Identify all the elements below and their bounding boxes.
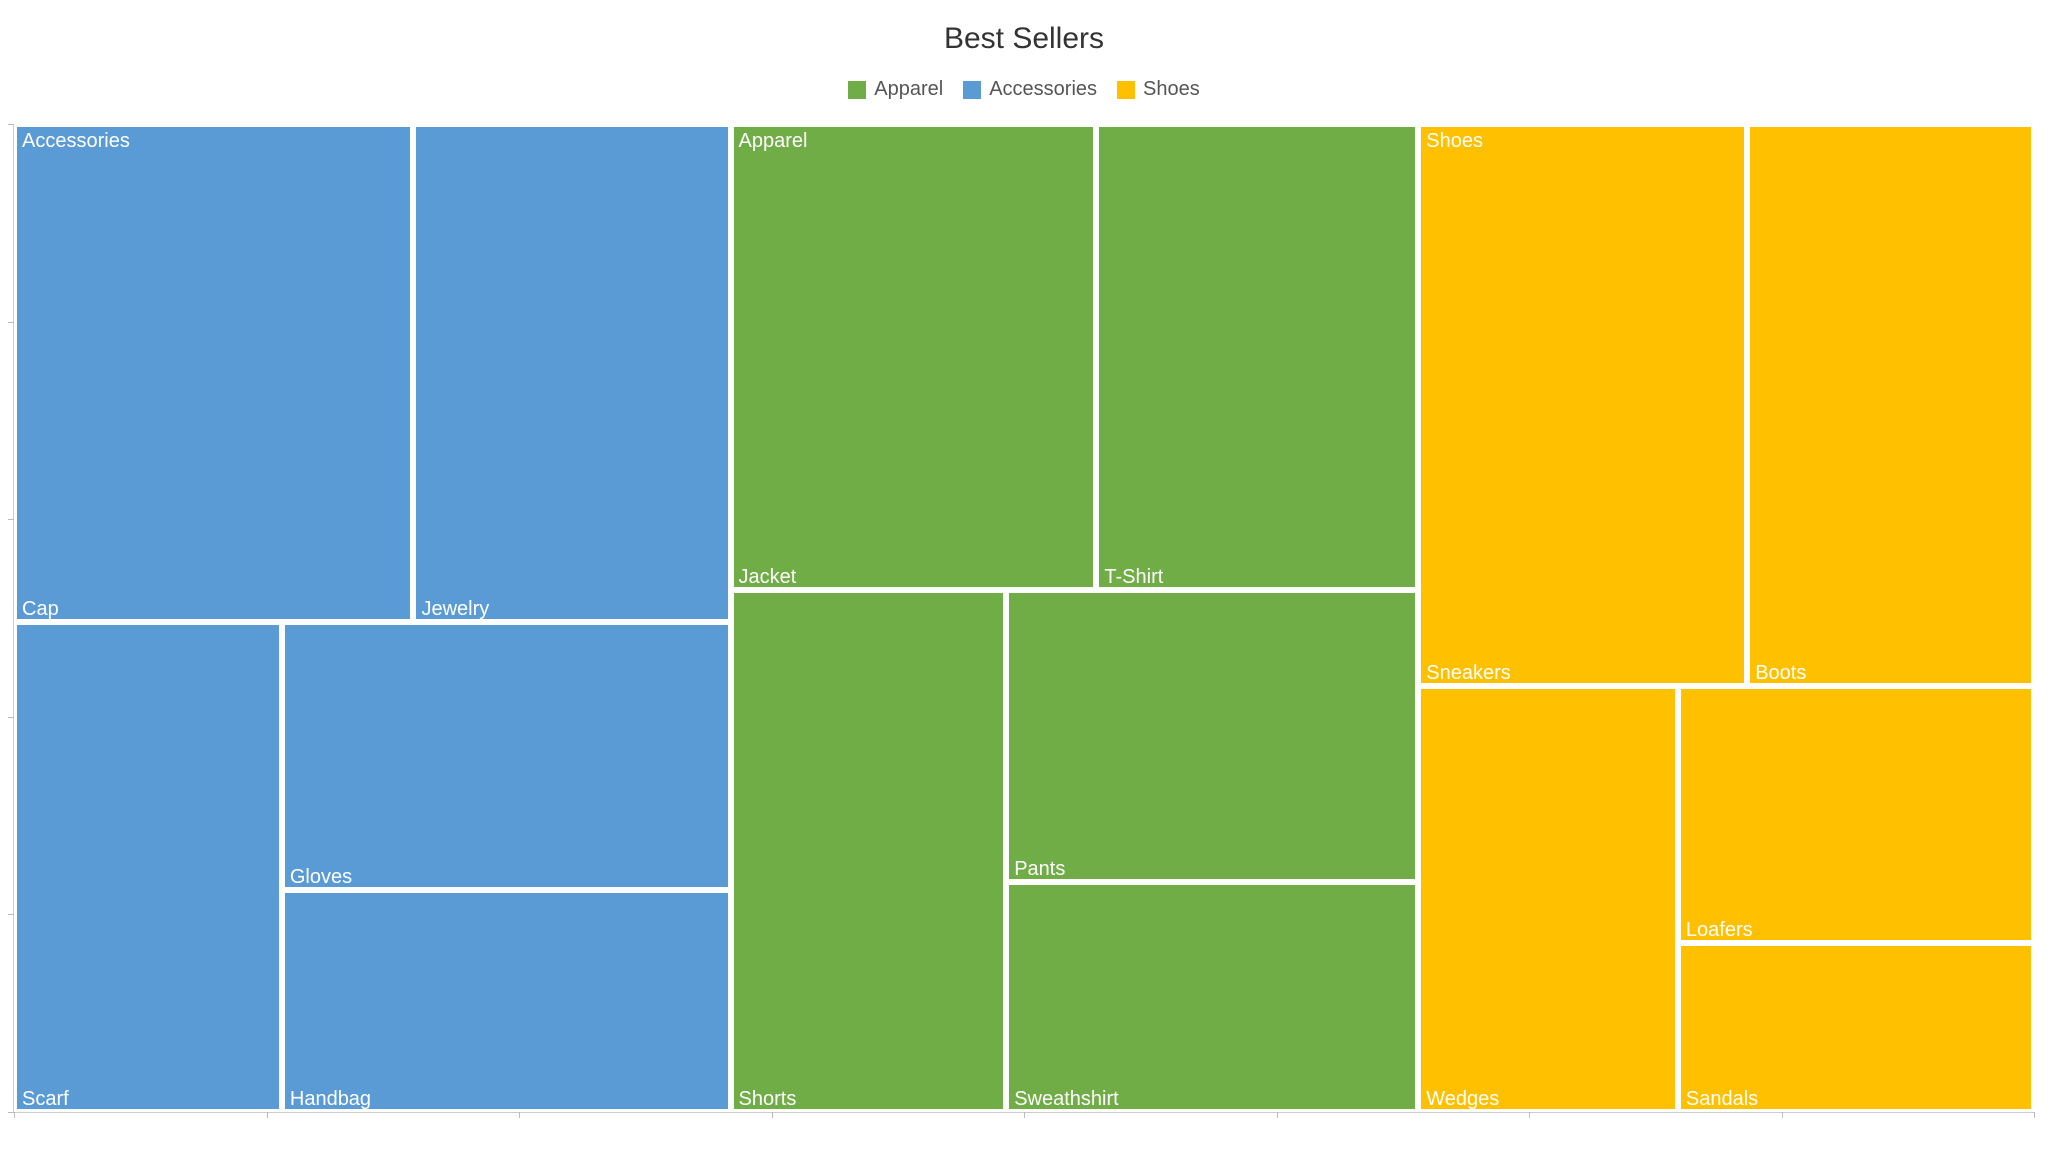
chart-title: Best Sellers (0, 22, 2048, 56)
legend-swatch (963, 81, 981, 99)
treemap-cell[interactable] (14, 124, 413, 622)
y-tick (8, 124, 14, 125)
treemap-cell[interactable] (1418, 686, 1678, 1112)
treemap-cell[interactable] (1678, 943, 2034, 1112)
treemap-cell[interactable] (1006, 882, 1418, 1112)
treemap-cell[interactable] (413, 124, 730, 622)
x-tick (1277, 1112, 1278, 1118)
chart-legend: Apparel Accessories Shoes (0, 78, 2048, 105)
legend-swatch (1117, 81, 1135, 99)
legend-item[interactable]: Apparel (848, 78, 943, 101)
x-tick (772, 1112, 773, 1118)
treemap-cell[interactable] (731, 590, 1007, 1112)
x-tick (1024, 1112, 1025, 1118)
y-tick (8, 322, 14, 323)
x-tick (519, 1112, 520, 1118)
treemap-cell[interactable] (1096, 124, 1418, 590)
x-tick (267, 1112, 268, 1118)
y-tick (8, 1112, 14, 1113)
legend-label: Shoes (1143, 78, 1200, 101)
treemap-cell[interactable] (14, 622, 282, 1112)
legend-label: Accessories (989, 78, 1097, 101)
treemap-cell[interactable] (1418, 124, 1747, 686)
treemap-cell[interactable] (1678, 686, 2034, 943)
y-tick (8, 914, 14, 915)
treemap-cell[interactable] (1747, 124, 2034, 686)
x-tick (2034, 1112, 2035, 1118)
chart-plot-area: CapJewelryScarfGlovesHandbagAccessoriesJ… (14, 124, 2034, 1112)
y-axis (13, 124, 14, 1112)
legend-item[interactable]: Accessories (963, 78, 1097, 101)
chart-container: Best Sellers Apparel Accessories Shoes Cap… (0, 0, 2048, 1149)
treemap-cell[interactable] (282, 622, 731, 890)
legend-item[interactable]: Shoes (1117, 78, 1200, 101)
y-tick (8, 717, 14, 718)
treemap-cell[interactable] (731, 124, 1097, 590)
x-tick (1529, 1112, 1530, 1118)
treemap-cell[interactable] (282, 890, 731, 1112)
legend-label: Apparel (874, 78, 943, 101)
x-tick (14, 1112, 15, 1118)
y-tick (8, 519, 14, 520)
legend-swatch (848, 81, 866, 99)
x-tick (1782, 1112, 1783, 1118)
treemap-cell[interactable] (1006, 590, 1418, 881)
